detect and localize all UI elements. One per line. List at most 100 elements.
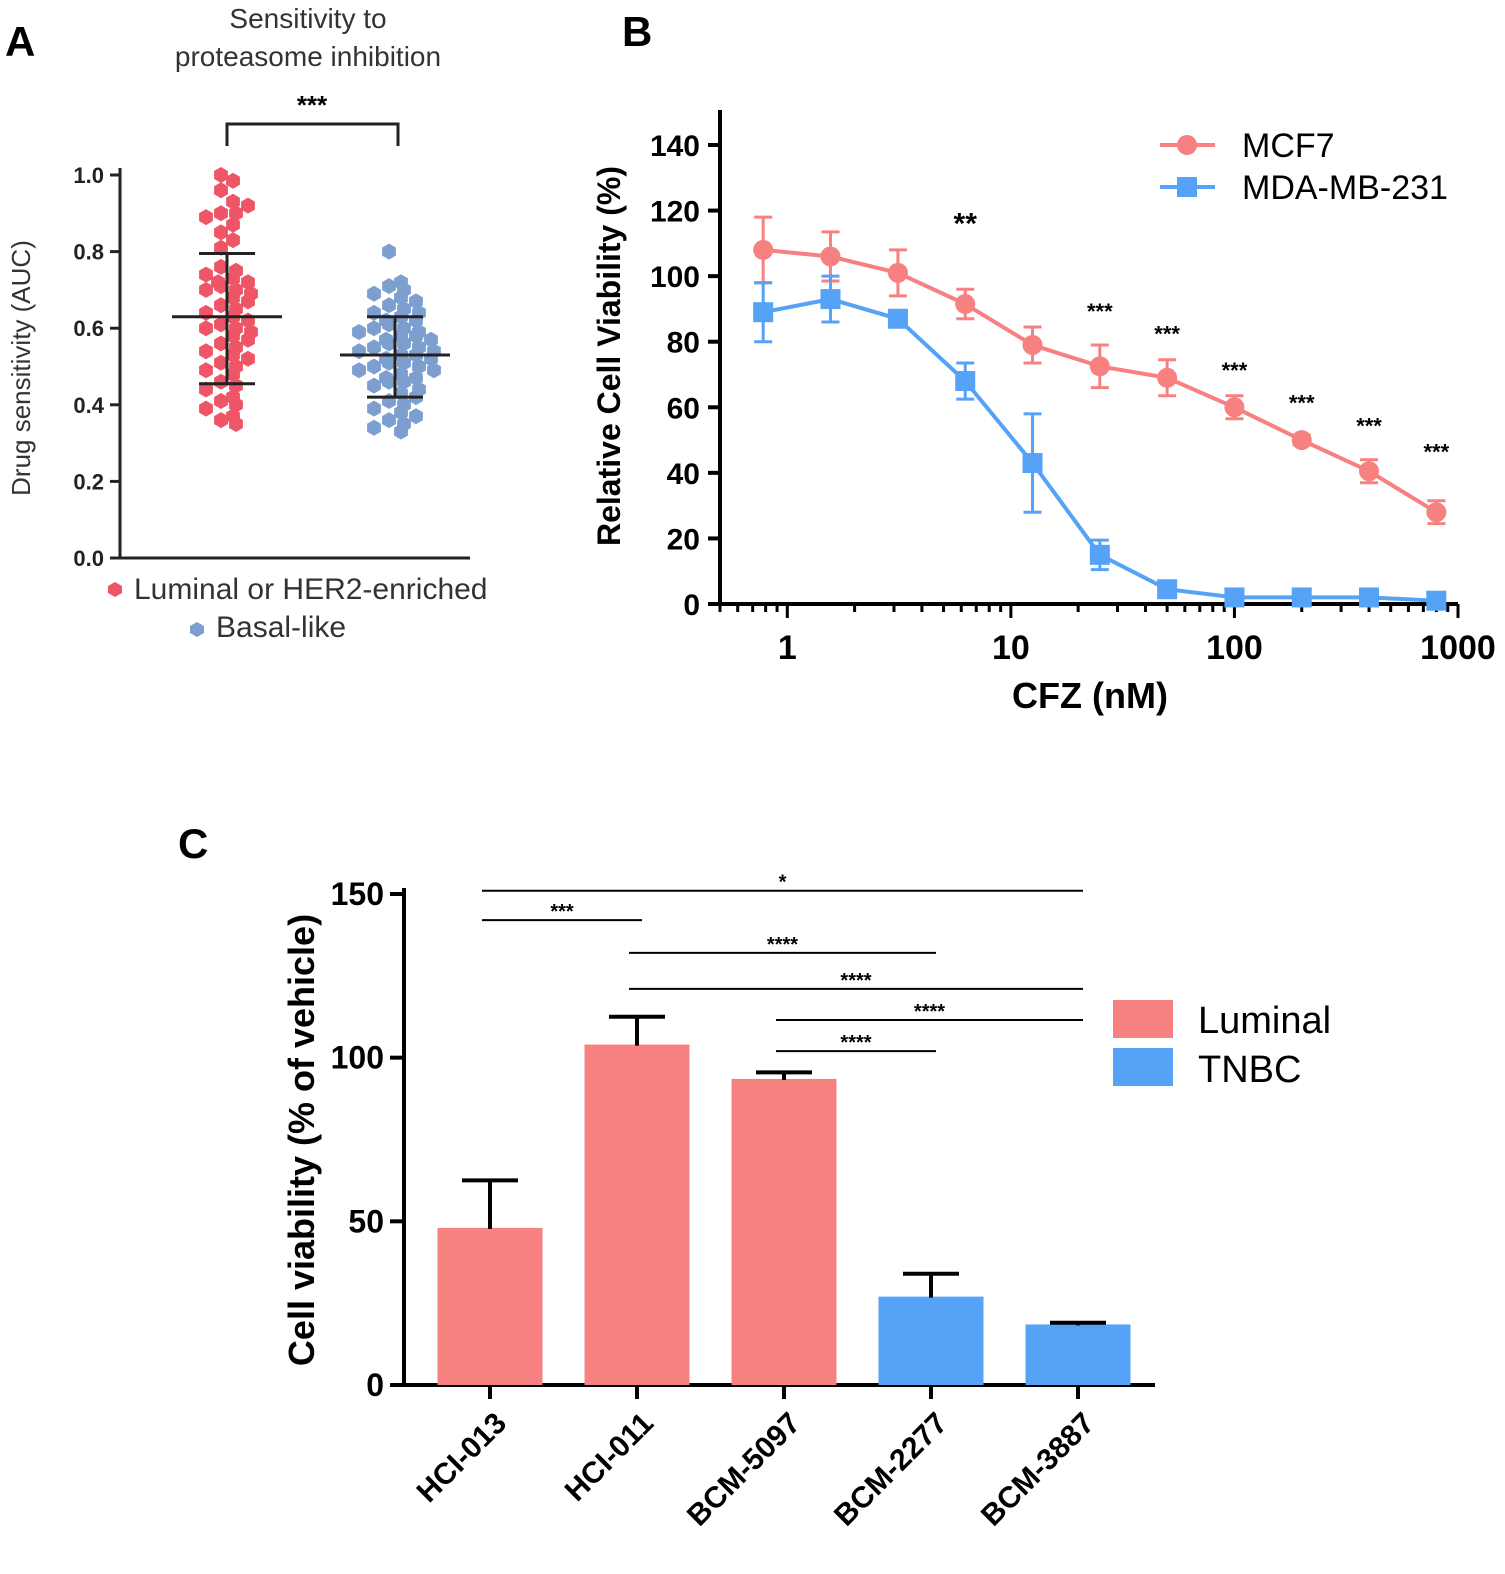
panel-a-point (199, 343, 213, 360)
panel-c-legend: Luminal TNBC (1113, 1000, 1331, 1091)
panel-a-point (214, 354, 228, 371)
panel-c-comparisons: ******************** (482, 872, 1083, 1054)
panel-a-point (367, 377, 381, 394)
panel-a-y-tick-label: 1.0 (73, 163, 104, 188)
panel-c-bar-bcm-5097 (731, 1078, 837, 1385)
panel-a-point (199, 281, 213, 298)
panel-c-bars (437, 1014, 1131, 1385)
panel-a-point (352, 362, 366, 379)
panel-a-point (382, 243, 396, 260)
panel-a-y-tick-label: 0.4 (73, 393, 104, 418)
panel-a-point (394, 423, 408, 440)
panel-a-point (241, 197, 255, 214)
panel-b-significance-marks: ******************** (954, 208, 1450, 465)
panel-a-y-axis-label: Drug sensitivity (AUC) (6, 240, 36, 496)
panel-a-point (199, 209, 213, 226)
panel-c-comparison-label: * (779, 872, 787, 894)
panel-b-point-mcf7 (887, 262, 908, 283)
panel-b-point-mcf7 (1426, 502, 1447, 523)
panel-a-point (229, 416, 243, 432)
panel-a-point (226, 232, 240, 249)
panel-b-significance-mark: *** (1087, 299, 1113, 324)
legend-swatch-luminal (1113, 1000, 1173, 1038)
panel-b-point-mda (753, 302, 774, 323)
panel-c-y-tick-label: 50 (348, 1203, 384, 1239)
panel-b-point-mda (1224, 587, 1245, 608)
panel-a-y-tick-label: 0.0 (73, 546, 104, 571)
legend-marker-basal (190, 622, 204, 637)
panel-c-comparison-label: **** (767, 934, 798, 956)
panel-c-y-tick-label: 100 (331, 1040, 384, 1076)
panel-a-title-line1: Sensitivity to (229, 3, 386, 34)
panel-a-y-tick-label: 0.2 (73, 469, 104, 494)
legend-marker-mcf7 (1177, 135, 1197, 155)
panel-b-y-tick-label: 40 (667, 458, 700, 491)
panel-a-letter: A (5, 18, 35, 65)
panel-a-point (382, 354, 396, 371)
panel-a-point (352, 343, 366, 360)
panel-a-point (214, 373, 228, 390)
panel-b-point-mcf7 (1291, 430, 1312, 451)
panel-a-point (367, 285, 381, 302)
panel-c-bar-hci-013 (437, 1227, 543, 1385)
panel-a-point (226, 172, 240, 189)
panel-a-point (427, 362, 441, 379)
panel-b-significance-mark: *** (1423, 440, 1449, 465)
panel-b-significance-mark: *** (1356, 414, 1382, 439)
panel-b-point-mcf7 (1157, 367, 1178, 388)
panel-c-y-axis-label: Cell viability (% of vehicle) (281, 914, 322, 1366)
panel-a-significance-label: *** (297, 90, 328, 120)
panel-a-legend: Luminal or HER2-enriched Basal-like (108, 573, 488, 644)
panel-a-point (367, 304, 381, 321)
panel-b-y-tick-label: 120 (650, 196, 700, 229)
panel-c-letter: C (178, 820, 208, 867)
panel-a-point (214, 297, 228, 314)
panel-b-point-mcf7 (753, 239, 774, 260)
panel-b-point-mda (1022, 453, 1043, 474)
legend-label-basal: Basal-like (216, 611, 346, 644)
panel-b-y-tick-label: 140 (650, 130, 700, 163)
panel-a-axes (118, 168, 470, 560)
panel-b: B Relative Cell Viability (%) CFZ (nM) 0… (591, 8, 1496, 716)
panel-b-y-axis-label: Relative Cell Viability (%) (591, 166, 627, 546)
panel-a-point (199, 266, 213, 283)
panel-a-point (214, 278, 228, 295)
panel-a-title-line2: proteasome inhibition (175, 41, 441, 72)
panel-c-x-tick-label: HCI-011 (559, 1407, 660, 1508)
panel-a-point (214, 335, 228, 352)
panel-a-point (241, 350, 255, 367)
panel-b-point-mcf7 (1022, 334, 1043, 355)
panel-a-point (214, 182, 228, 199)
legend-marker-luminal (108, 582, 122, 597)
panel-c-y-tick-label: 0 (366, 1367, 384, 1403)
panel-a-point (214, 239, 228, 256)
panel-b-series (753, 215, 1447, 611)
panel-c-comparison-label: **** (840, 1032, 871, 1054)
panel-b-ticks: 0 20 40 60 80 100 120 140 1 10 100 1000 (650, 130, 1496, 667)
panel-b-y-tick-label: 20 (667, 523, 700, 556)
legend-label-luminal: Luminal or HER2-enriched (134, 573, 488, 606)
panel-a-point (199, 362, 213, 379)
panel-c-bar-bcm-3887 (1025, 1324, 1131, 1385)
panel-c: C Cell viability (% of vehicle) 0 50 100 15… (178, 820, 1331, 1533)
panel-c-x-tick-label: BCM-5097 (681, 1407, 807, 1533)
panel-c-bar-hci-011 (584, 1044, 690, 1385)
panel-b-point-mda (1291, 587, 1312, 608)
panel-b-point-mcf7 (1089, 356, 1110, 377)
legend-label-luminal-c: Luminal (1198, 1000, 1331, 1042)
panel-a-point (382, 297, 396, 314)
panel-a-y-ticks: 0.0 0.2 0.4 0.6 0.8 1.0 (73, 163, 120, 571)
panel-a-point (214, 167, 228, 183)
panel-a-point (367, 358, 381, 375)
panel-a-mean-sd-bars (172, 252, 450, 399)
panel-b-point-mcf7 (1359, 461, 1380, 482)
panel-a-point (409, 408, 423, 425)
panel-b-point-mda (1359, 587, 1380, 608)
panel-c-x-tick-label: BCM-2277 (828, 1407, 954, 1533)
panel-a-point (199, 304, 213, 321)
panel-b-point-mcf7 (955, 294, 976, 315)
panel-b-significance-mark: *** (1222, 358, 1248, 383)
panel-a-point (241, 293, 255, 310)
panel-b-y-tick-label: 80 (667, 327, 700, 360)
panel-a-point (241, 331, 255, 348)
